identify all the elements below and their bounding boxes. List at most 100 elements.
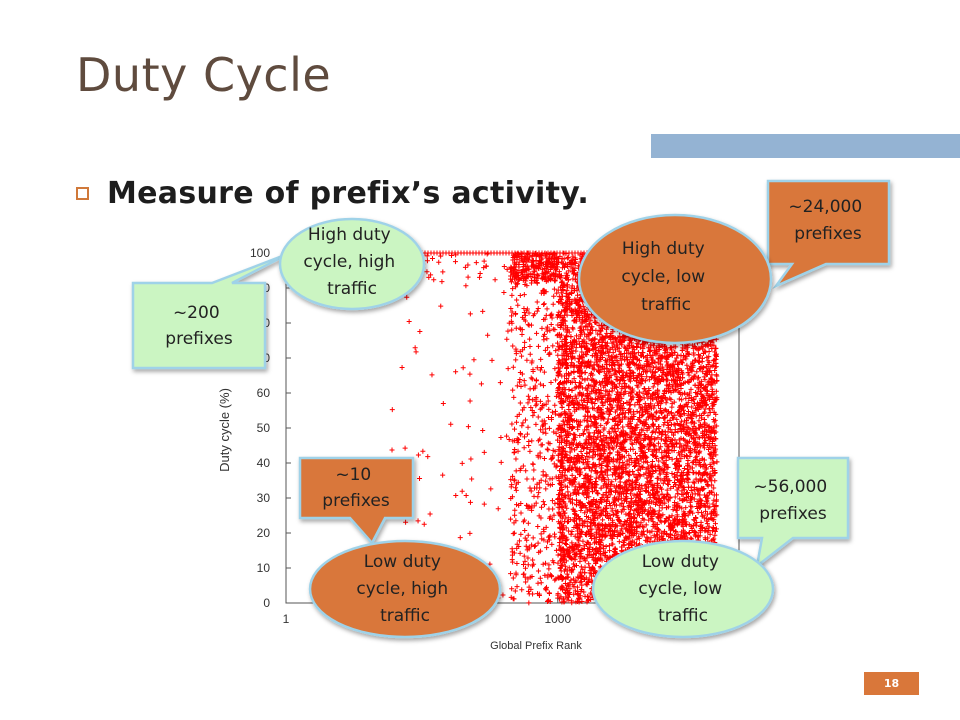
scatter-point (518, 326, 524, 332)
scatter-point (420, 448, 426, 454)
scatter-point (545, 481, 551, 487)
scatter-point (537, 450, 543, 456)
scatter-point (549, 456, 555, 462)
scatter-point (530, 369, 536, 375)
scatter-point (508, 594, 514, 600)
scatter-point (538, 365, 544, 371)
scatter-point (550, 343, 556, 349)
scatter-point (524, 431, 530, 437)
scatter-point (497, 380, 503, 386)
scatter-point (516, 538, 522, 544)
scatter-point (512, 477, 518, 483)
scatter-point (534, 299, 540, 305)
scatter-point (532, 485, 538, 491)
scatter-point (546, 590, 552, 596)
scatter-point (448, 421, 454, 427)
scatter-point (510, 286, 516, 292)
scatter-point (521, 378, 527, 384)
scatter-point (460, 365, 466, 371)
scatter-point (547, 328, 553, 334)
scatter-point (417, 476, 423, 482)
scatter-point (529, 573, 535, 579)
scatter-point (531, 561, 537, 567)
slide-title: Duty Cycle (76, 48, 332, 102)
scatter-point (431, 277, 437, 283)
scatter-point (517, 550, 523, 556)
scatter-point (513, 284, 519, 290)
scatter-point (543, 478, 549, 484)
scatter-point (521, 292, 527, 298)
scatter-point (481, 265, 487, 271)
scatter-point (529, 376, 535, 382)
scatter-point (550, 272, 556, 278)
scatter-point (533, 258, 539, 264)
scatter-point (542, 426, 548, 432)
scatter-point (504, 336, 510, 342)
scatter-point (549, 516, 555, 522)
scatter-point (484, 251, 490, 257)
scatter-point (519, 587, 525, 593)
scatter-point (520, 561, 526, 567)
scatter-point (510, 559, 516, 565)
scatter-point (523, 579, 529, 585)
scatter-point (551, 461, 557, 467)
scatter-point (527, 344, 533, 350)
scatter-point (545, 414, 551, 420)
scatter-point (541, 502, 547, 508)
scatter-point (415, 452, 421, 458)
scatter-point (527, 351, 533, 357)
scatter-point (539, 405, 545, 411)
scatter-point (538, 263, 544, 269)
scatter-point (552, 408, 558, 414)
scatter-point (553, 430, 559, 436)
scatter-point (522, 528, 528, 534)
scatter-point (522, 339, 528, 345)
scatter-point (532, 275, 538, 281)
scatter-point (509, 309, 515, 315)
scatter-point (543, 524, 549, 530)
scatter-point (525, 562, 531, 568)
scatter-point (541, 526, 547, 532)
scatter-point (545, 345, 551, 351)
scatter-point (513, 481, 519, 487)
scatter-point (522, 565, 528, 571)
scatter-point (537, 436, 543, 442)
scatter-point (547, 441, 553, 447)
scatter-point (549, 409, 555, 415)
scatter-point (549, 541, 555, 547)
scatter-point (521, 263, 527, 269)
scatter-point (527, 485, 533, 491)
scatter-point (525, 520, 531, 526)
scatter-point (527, 448, 533, 454)
scatter-point (412, 345, 418, 351)
scatter-point (389, 407, 395, 413)
scatter-point (546, 351, 552, 357)
scatter-point (538, 515, 544, 521)
scatter-point (513, 456, 519, 462)
scatter-point (537, 367, 543, 373)
scatter-point (511, 596, 517, 602)
scatter-point (500, 592, 506, 598)
scatter-point (543, 430, 549, 436)
scatter-point (547, 534, 553, 540)
scatter-point (402, 445, 408, 451)
scatter-point (538, 477, 544, 483)
scatter-point (488, 486, 494, 492)
scatter-point (536, 490, 542, 496)
scatter-point (524, 547, 530, 553)
scatter-point (526, 310, 532, 316)
scatter-point (550, 447, 556, 453)
scatter-point (522, 434, 528, 440)
scatter-point (538, 356, 544, 362)
scatter-point (550, 558, 556, 564)
scatter-point (506, 437, 512, 443)
scatter-point (509, 276, 515, 282)
scatter-point (516, 379, 522, 385)
scatter-point (522, 312, 528, 318)
scatter-point (529, 259, 535, 265)
scatter-point (467, 371, 473, 377)
scatter-point (477, 270, 483, 276)
scatter-point (534, 330, 540, 336)
scatter-point (545, 393, 551, 399)
scatter-point (522, 417, 528, 423)
